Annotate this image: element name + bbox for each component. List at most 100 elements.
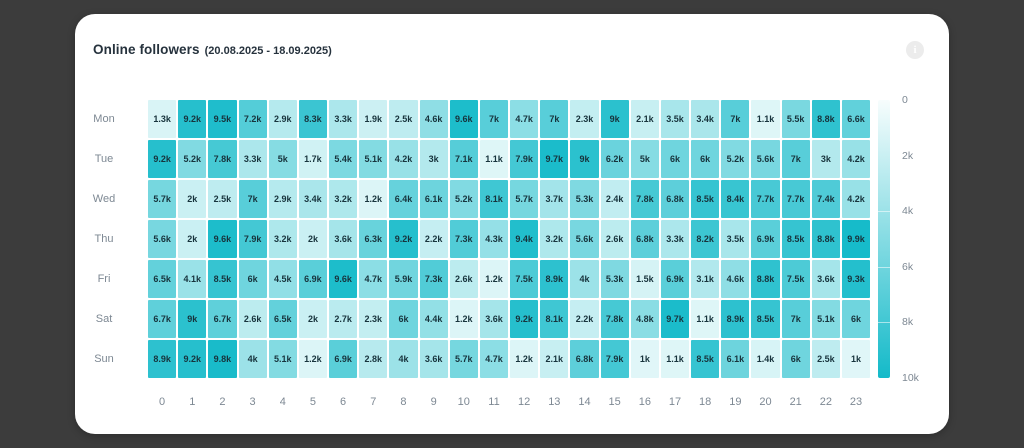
heatmap-cell-fri-20[interactable]: 8.8k [751,260,780,298]
heatmap-cell-wed-5[interactable]: 3.4k [298,180,328,218]
heatmap-cell-mon-15[interactable]: 9k [600,100,629,138]
heatmap-cell-tue-12[interactable]: 7.9k [510,140,539,178]
heatmap-cell-thu-16[interactable]: 6.8k [630,220,659,258]
heatmap-cell-mon-19[interactable]: 7k [721,100,750,138]
heatmap-cell-wed-11[interactable]: 8.1k [479,180,509,218]
heatmap-cell-fri-0[interactable]: 6.5k [148,260,177,298]
heatmap-cell-sat-19[interactable]: 8.9k [721,300,750,338]
heatmap-cell-mon-10[interactable]: 9.6k [449,100,478,138]
heatmap-cell-thu-12[interactable]: 9.4k [510,220,539,258]
heatmap-cell-thu-3[interactable]: 7.9k [238,220,267,258]
heatmap-cell-thu-9[interactable]: 2.2k [419,220,448,258]
heatmap-cell-fri-21[interactable]: 7.5k [781,260,810,298]
heatmap-cell-wed-16[interactable]: 7.8k [630,180,659,218]
heatmap-cell-mon-0[interactable]: 1.3k [148,100,177,138]
heatmap-cell-wed-9[interactable]: 6.1k [419,180,448,218]
heatmap-cell-fri-23[interactable]: 9.3k [841,260,871,298]
heatmap-cell-sun-9[interactable]: 3.6k [419,340,448,378]
heatmap-cell-tue-4[interactable]: 5k [268,140,297,178]
heatmap-cell-sat-5[interactable]: 2k [298,300,328,338]
heatmap-cell-mon-12[interactable]: 4.7k [510,100,539,138]
heatmap-cell-fri-16[interactable]: 1.5k [630,260,659,298]
heatmap-cell-tue-1[interactable]: 5.2k [178,140,207,178]
heatmap-cell-thu-21[interactable]: 8.5k [781,220,810,258]
heatmap-cell-sun-6[interactable]: 6.9k [329,340,358,378]
heatmap-cell-fri-8[interactable]: 5.9k [389,260,418,298]
heatmap-cell-sun-12[interactable]: 1.2k [510,340,539,378]
heatmap-cell-thu-15[interactable]: 2.6k [600,220,629,258]
heatmap-cell-sat-15[interactable]: 7.8k [600,300,629,338]
heatmap-cell-tue-10[interactable]: 7.1k [449,140,478,178]
heatmap-cell-sat-9[interactable]: 4.4k [419,300,448,338]
heatmap-cell-thu-10[interactable]: 7.3k [449,220,478,258]
heatmap-cell-wed-4[interactable]: 2.9k [268,180,297,218]
heatmap-cell-thu-8[interactable]: 9.2k [389,220,418,258]
heatmap-cell-sun-0[interactable]: 8.9k [148,340,177,378]
heatmap-cell-thu-13[interactable]: 3.2k [540,220,569,258]
heatmap-cell-wed-18[interactable]: 8.5k [691,180,720,218]
heatmap-cell-sat-4[interactable]: 6.5k [268,300,297,338]
heatmap-cell-wed-2[interactable]: 2.5k [208,180,237,218]
heatmap-cell-sat-6[interactable]: 2.7k [329,300,358,338]
heatmap-cell-sat-13[interactable]: 8.1k [540,300,569,338]
heatmap-cell-wed-6[interactable]: 3.2k [329,180,358,218]
heatmap-cell-wed-21[interactable]: 7.7k [781,180,810,218]
heatmap-cell-wed-23[interactable]: 4.2k [841,180,871,218]
heatmap-cell-thu-7[interactable]: 6.3k [359,220,388,258]
heatmap-cell-mon-11[interactable]: 7k [479,100,509,138]
heatmap-cell-sun-13[interactable]: 2.1k [540,340,569,378]
heatmap-cell-tue-14[interactable]: 9k [570,140,599,178]
heatmap-cell-tue-9[interactable]: 3k [419,140,448,178]
heatmap-cell-thu-1[interactable]: 2k [178,220,207,258]
heatmap-cell-mon-16[interactable]: 2.1k [630,100,659,138]
heatmap-cell-thu-4[interactable]: 3.2k [268,220,297,258]
heatmap-cell-thu-0[interactable]: 5.6k [148,220,177,258]
heatmap-cell-sun-22[interactable]: 2.5k [811,340,840,378]
heatmap-cell-sun-17[interactable]: 1.1k [660,340,690,378]
heatmap-cell-sun-20[interactable]: 1.4k [751,340,780,378]
heatmap-cell-sat-14[interactable]: 2.2k [570,300,599,338]
heatmap-cell-sat-21[interactable]: 7k [781,300,810,338]
heatmap-cell-tue-18[interactable]: 6k [691,140,720,178]
heatmap-cell-fri-1[interactable]: 4.1k [178,260,207,298]
heatmap-cell-fri-14[interactable]: 4k [570,260,599,298]
heatmap-cell-sat-16[interactable]: 4.8k [630,300,659,338]
heatmap-cell-sun-4[interactable]: 5.1k [268,340,297,378]
heatmap-cell-tue-21[interactable]: 7k [781,140,810,178]
heatmap-cell-wed-7[interactable]: 1.2k [359,180,388,218]
heatmap-cell-sat-1[interactable]: 9k [178,300,207,338]
heatmap-cell-tue-2[interactable]: 7.8k [208,140,237,178]
heatmap-cell-tue-7[interactable]: 5.1k [359,140,388,178]
heatmap-cell-sat-17[interactable]: 9.7k [660,300,690,338]
heatmap-cell-sat-20[interactable]: 8.5k [751,300,780,338]
heatmap-cell-fri-10[interactable]: 2.6k [449,260,478,298]
heatmap-cell-mon-4[interactable]: 2.9k [268,100,297,138]
heatmap-cell-mon-8[interactable]: 2.5k [389,100,418,138]
heatmap-cell-thu-23[interactable]: 9.9k [841,220,871,258]
heatmap-cell-mon-13[interactable]: 7k [540,100,569,138]
heatmap-cell-wed-13[interactable]: 3.7k [540,180,569,218]
heatmap-cell-sun-10[interactable]: 5.7k [449,340,478,378]
heatmap-cell-sun-21[interactable]: 6k [781,340,810,378]
heatmap-cell-sun-1[interactable]: 9.2k [178,340,207,378]
heatmap-cell-fri-17[interactable]: 6.9k [660,260,690,298]
heatmap-cell-mon-5[interactable]: 8.3k [298,100,328,138]
heatmap-cell-wed-14[interactable]: 5.3k [570,180,599,218]
heatmap-cell-sun-11[interactable]: 4.7k [479,340,509,378]
heatmap-cell-sun-3[interactable]: 4k [238,340,267,378]
heatmap-cell-fri-7[interactable]: 4.7k [359,260,388,298]
heatmap-cell-tue-0[interactable]: 9.2k [148,140,177,178]
heatmap-cell-thu-11[interactable]: 4.3k [479,220,509,258]
heatmap-cell-thu-18[interactable]: 8.2k [691,220,720,258]
heatmap-cell-mon-17[interactable]: 3.5k [660,100,690,138]
heatmap-cell-sat-11[interactable]: 3.6k [479,300,509,338]
heatmap-cell-sun-18[interactable]: 8.5k [691,340,720,378]
heatmap-cell-sat-3[interactable]: 2.6k [238,300,267,338]
info-icon[interactable]: i [906,41,924,59]
heatmap-cell-sun-19[interactable]: 6.1k [721,340,750,378]
heatmap-cell-wed-10[interactable]: 5.2k [449,180,478,218]
heatmap-cell-sun-23[interactable]: 1k [841,340,871,378]
heatmap-cell-tue-5[interactable]: 1.7k [298,140,328,178]
heatmap-cell-fri-2[interactable]: 8.5k [208,260,237,298]
heatmap-cell-wed-12[interactable]: 5.7k [510,180,539,218]
